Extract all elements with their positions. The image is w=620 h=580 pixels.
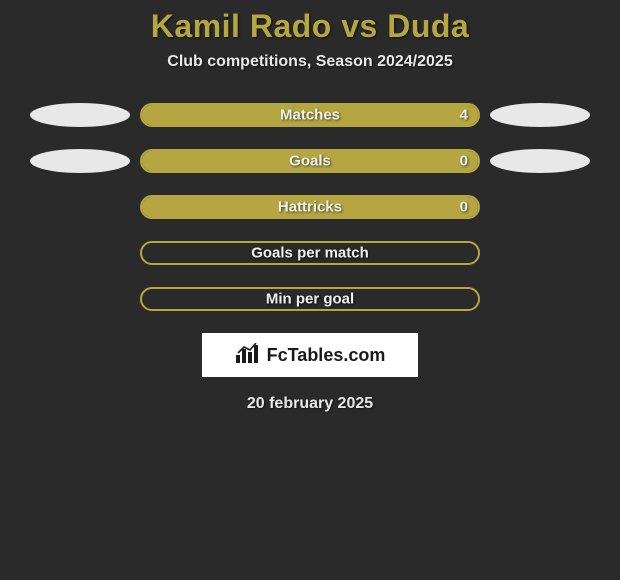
player-right-marker	[490, 149, 590, 173]
stat-row: Min per goal	[0, 287, 620, 311]
stat-label: Goals per match	[142, 245, 478, 262]
stat-row: Goals0	[0, 149, 620, 173]
right-ellipse-slot	[480, 149, 600, 173]
stat-bar-fill	[142, 105, 478, 125]
stat-row: Matches4	[0, 103, 620, 127]
stats-list: Matches4 Goals0 Hattricks0 Goals per match M…	[0, 103, 620, 311]
comparison-panel: Kamil Rado vs Duda Club competitions, Se…	[0, 0, 620, 413]
bars-icon	[235, 343, 261, 368]
subtitle: Club competitions, Season 2024/2025	[0, 53, 620, 71]
stat-value-right: 0	[460, 153, 468, 170]
player-left-marker	[30, 149, 130, 173]
stat-bar: Goals0	[140, 149, 480, 173]
stat-bar-fill	[142, 197, 478, 217]
stat-label: Min per goal	[142, 291, 478, 308]
stat-bar: Goals per match	[140, 241, 480, 265]
stat-value-right: 0	[460, 199, 468, 216]
player-left-marker	[30, 103, 130, 127]
stat-bar: Hattricks0	[140, 195, 480, 219]
logo-text: FcTables.com	[267, 345, 386, 366]
stat-bar-fill	[142, 151, 478, 171]
page-title: Kamil Rado vs Duda	[0, 8, 620, 45]
stat-row: Hattricks0	[0, 195, 620, 219]
stat-value-right: 4	[460, 107, 468, 124]
site-logo: FcTables.com	[202, 333, 418, 377]
left-ellipse-slot	[20, 103, 140, 127]
player-right-marker	[490, 103, 590, 127]
stat-bar: Min per goal	[140, 287, 480, 311]
date-text: 20 february 2025	[0, 395, 620, 413]
left-ellipse-slot	[20, 149, 140, 173]
stat-bar: Matches4	[140, 103, 480, 127]
right-ellipse-slot	[480, 103, 600, 127]
stat-row: Goals per match	[0, 241, 620, 265]
